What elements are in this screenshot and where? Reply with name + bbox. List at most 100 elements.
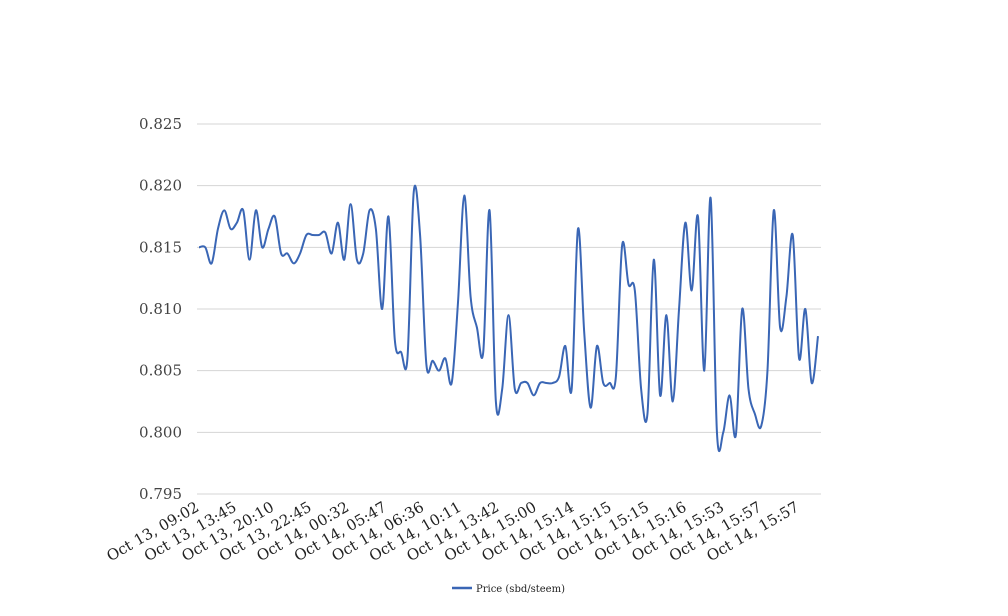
data-point[interactable] <box>720 429 726 435</box>
data-point[interactable] <box>392 337 398 343</box>
data-point[interactable] <box>461 193 467 199</box>
data-point[interactable] <box>695 214 701 220</box>
data-point[interactable] <box>240 207 246 213</box>
data-point[interactable] <box>594 343 600 349</box>
data-point[interactable] <box>506 312 512 318</box>
data-point[interactable] <box>430 358 436 364</box>
data-point[interactable] <box>543 380 549 386</box>
data-point[interactable] <box>265 226 271 232</box>
data-point[interactable] <box>487 207 493 213</box>
data-point[interactable] <box>556 374 562 380</box>
data-point[interactable] <box>632 288 638 294</box>
data-point[interactable] <box>234 220 240 226</box>
data-point[interactable] <box>701 368 707 374</box>
data-point[interactable] <box>626 281 632 287</box>
data-point[interactable] <box>272 214 278 220</box>
legend[interactable]: Price (sbd/steem) <box>452 584 565 595</box>
data-point[interactable] <box>341 257 347 263</box>
data-point[interactable] <box>796 355 802 361</box>
data-point[interactable] <box>499 386 505 392</box>
data-point[interactable] <box>682 220 688 226</box>
data-point[interactable] <box>739 306 745 312</box>
data-point[interactable] <box>714 429 720 435</box>
data-point[interactable] <box>247 257 253 263</box>
data-point[interactable] <box>278 251 284 257</box>
data-point[interactable] <box>708 195 714 201</box>
data-point[interactable] <box>303 232 309 238</box>
data-point[interactable] <box>689 288 695 294</box>
data-point[interactable] <box>442 355 448 361</box>
data-point[interactable] <box>423 362 429 368</box>
data-point[interactable] <box>783 294 789 300</box>
data-point[interactable] <box>752 411 758 417</box>
data-point[interactable] <box>291 260 297 266</box>
data-point[interactable] <box>335 220 341 226</box>
data-point[interactable] <box>373 226 379 232</box>
data-point[interactable] <box>417 232 423 238</box>
data-point[interactable] <box>367 207 373 213</box>
data-point[interactable] <box>524 380 530 386</box>
data-point[interactable] <box>531 392 537 398</box>
data-point[interactable] <box>746 386 752 392</box>
data-point[interactable] <box>727 392 733 398</box>
data-point[interactable] <box>581 331 587 337</box>
data-point[interactable] <box>411 189 417 195</box>
data-point[interactable] <box>619 242 625 248</box>
data-point[interactable] <box>607 380 613 386</box>
data-point[interactable] <box>480 349 486 355</box>
data-point[interactable] <box>455 300 461 306</box>
data-point[interactable] <box>449 380 455 386</box>
data-point[interactable] <box>310 232 316 238</box>
data-point[interactable] <box>474 325 480 331</box>
data-point[interactable] <box>771 207 777 213</box>
data-point[interactable] <box>215 226 221 232</box>
data-point[interactable] <box>537 380 543 386</box>
data-point[interactable] <box>663 312 669 318</box>
data-point[interactable] <box>588 405 594 411</box>
data-point[interactable] <box>209 260 215 266</box>
data-point[interactable] <box>385 214 391 220</box>
data-point[interactable] <box>613 374 619 380</box>
data-point[interactable] <box>221 207 227 213</box>
data-point[interactable] <box>562 343 568 349</box>
data-point[interactable] <box>329 251 335 257</box>
data-point[interactable] <box>259 244 265 250</box>
data-point[interactable] <box>436 368 442 374</box>
data-point[interactable] <box>758 423 764 429</box>
data-point[interactable] <box>493 399 499 405</box>
data-point[interactable] <box>809 380 815 386</box>
data-point[interactable] <box>575 226 581 232</box>
data-point[interactable] <box>360 251 366 257</box>
data-point[interactable] <box>468 294 474 300</box>
data-point[interactable] <box>379 306 385 312</box>
data-point[interactable] <box>284 251 290 257</box>
data-point[interactable] <box>638 386 644 392</box>
data-point[interactable] <box>348 201 354 207</box>
data-point[interactable] <box>398 349 404 355</box>
data-point[interactable] <box>733 432 739 438</box>
data-point[interactable] <box>196 244 202 250</box>
series-line-0[interactable] <box>198 184 819 453</box>
data-point[interactable] <box>316 232 322 238</box>
data-point[interactable] <box>404 355 410 361</box>
data-point[interactable] <box>815 333 821 339</box>
data-point[interactable] <box>657 392 663 398</box>
data-point[interactable] <box>297 251 303 257</box>
data-point[interactable] <box>777 325 783 331</box>
data-point[interactable] <box>790 232 796 238</box>
data-point[interactable] <box>518 380 524 386</box>
data-point[interactable] <box>202 244 208 250</box>
data-point[interactable] <box>600 380 606 386</box>
data-point[interactable] <box>550 380 556 386</box>
data-point[interactable] <box>764 368 770 374</box>
data-point[interactable] <box>228 226 234 232</box>
data-point[interactable] <box>569 386 575 392</box>
data-point[interactable] <box>802 306 808 312</box>
data-point[interactable] <box>676 306 682 312</box>
data-point[interactable] <box>253 207 259 213</box>
data-point[interactable] <box>670 399 676 405</box>
data-point[interactable] <box>322 230 328 236</box>
data-point[interactable] <box>644 411 650 417</box>
data-point[interactable] <box>354 257 360 263</box>
data-point[interactable] <box>651 257 657 263</box>
